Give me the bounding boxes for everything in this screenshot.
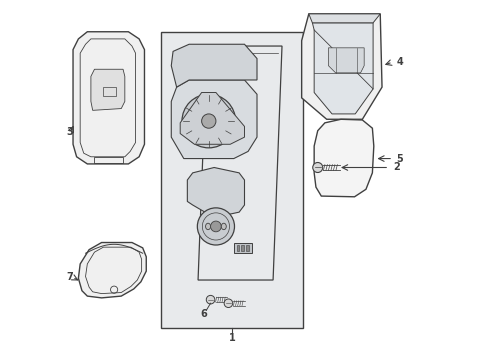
Bar <box>241 245 244 251</box>
Circle shape <box>182 94 235 148</box>
Bar <box>94 157 123 163</box>
Text: 5: 5 <box>396 154 403 163</box>
Ellipse shape <box>221 223 226 230</box>
Text: 6: 6 <box>200 309 206 319</box>
Circle shape <box>201 114 216 128</box>
Bar <box>160 32 303 328</box>
Text: 4: 4 <box>396 57 403 67</box>
Circle shape <box>210 221 221 232</box>
Text: 2: 2 <box>392 162 399 172</box>
Polygon shape <box>308 14 380 23</box>
Polygon shape <box>187 167 244 217</box>
Polygon shape <box>78 243 146 298</box>
Polygon shape <box>180 93 244 144</box>
Polygon shape <box>171 80 257 158</box>
Polygon shape <box>312 23 372 114</box>
Bar <box>236 245 239 251</box>
Polygon shape <box>301 14 381 119</box>
Polygon shape <box>91 69 124 111</box>
Polygon shape <box>73 32 144 164</box>
Text: 3: 3 <box>66 127 73 137</box>
Circle shape <box>312 162 322 172</box>
Polygon shape <box>313 119 373 197</box>
Polygon shape <box>233 243 251 253</box>
Ellipse shape <box>205 223 210 230</box>
Polygon shape <box>328 48 364 73</box>
Text: 1: 1 <box>228 333 235 343</box>
Bar <box>103 87 116 96</box>
Bar <box>245 245 248 251</box>
Circle shape <box>224 299 232 307</box>
Text: 7: 7 <box>66 272 73 282</box>
Polygon shape <box>171 44 257 87</box>
Circle shape <box>197 208 234 245</box>
Circle shape <box>206 296 214 304</box>
